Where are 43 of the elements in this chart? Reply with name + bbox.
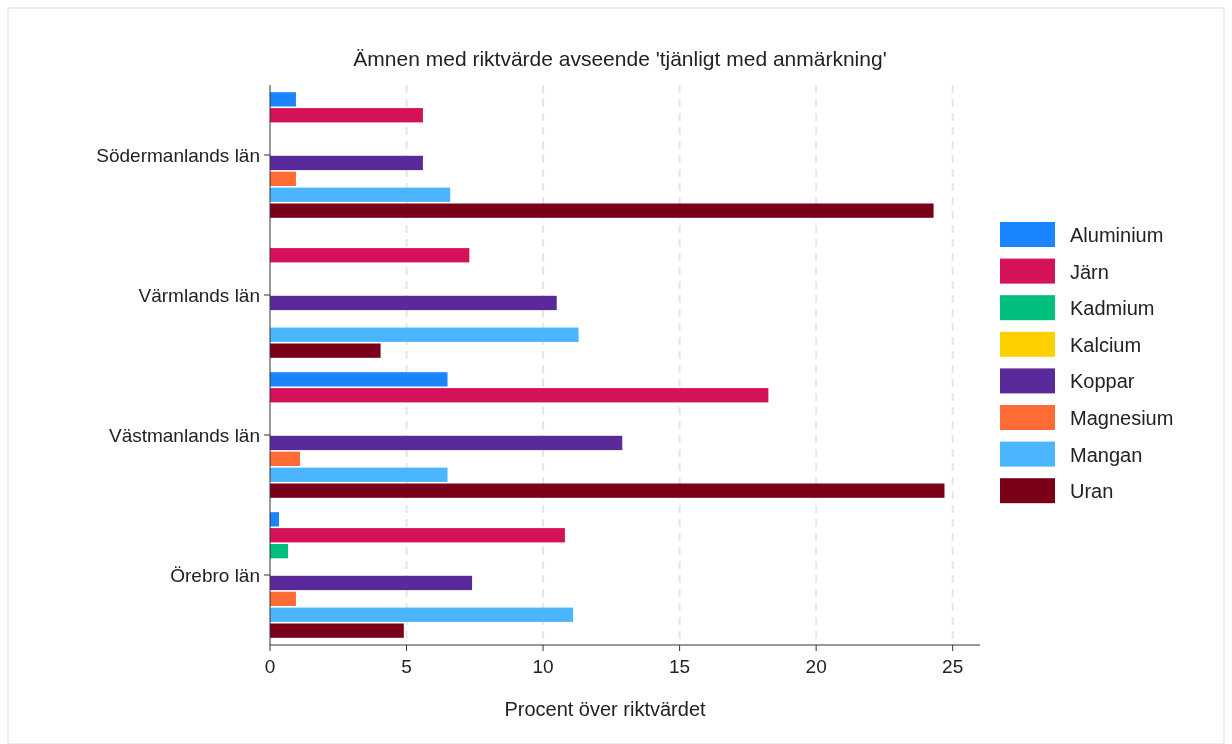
legend-label: Koppar xyxy=(1070,370,1135,393)
bar xyxy=(270,607,574,622)
bar xyxy=(270,435,623,451)
bar xyxy=(270,467,448,482)
chart-title: Ämnen med riktvärde avseende 'tjänligt med anmärkning' xyxy=(353,47,887,70)
y-tick-label: Västmanlands län xyxy=(108,425,260,446)
legend-label: Aluminium xyxy=(1070,224,1164,246)
x-tick-label: 10 xyxy=(532,656,554,677)
bar xyxy=(270,388,769,403)
legend-label: Järn xyxy=(1070,260,1109,283)
bar xyxy=(270,575,473,591)
bar xyxy=(270,528,565,543)
bar xyxy=(270,623,404,638)
bar xyxy=(270,295,557,311)
x-tick-label: 20 xyxy=(805,656,827,677)
bar xyxy=(270,327,579,342)
y-tick-label: Södermanlands län xyxy=(96,145,260,166)
x-tick-label: 5 xyxy=(401,656,412,677)
bar xyxy=(270,512,280,527)
bar xyxy=(270,248,470,263)
bar xyxy=(270,372,448,387)
legend-label: Uran xyxy=(1070,480,1114,503)
x-tick-label: 15 xyxy=(669,656,691,677)
legend-label: Mangan xyxy=(1070,443,1143,466)
bar xyxy=(270,343,381,358)
y-tick-label: Värmlands län xyxy=(138,285,260,306)
bar xyxy=(270,92,296,107)
bar xyxy=(270,483,945,498)
x-axis-title: Procent över riktvärdet xyxy=(504,698,707,720)
bar xyxy=(270,187,451,202)
x-tick-label: 25 xyxy=(942,656,964,677)
x-tick-label: 0 xyxy=(264,656,276,677)
legend-label: Kadmium xyxy=(1070,297,1155,320)
legend-label: Kalcium xyxy=(1070,333,1142,356)
y-tick-label: Örebro län xyxy=(170,565,260,586)
bar xyxy=(270,591,296,607)
bar xyxy=(270,155,423,171)
bar xyxy=(270,108,423,123)
bar xyxy=(270,203,934,218)
bar xyxy=(270,451,301,467)
bar xyxy=(270,543,289,559)
bar xyxy=(270,171,296,187)
legend-label: Magnesium xyxy=(1070,407,1174,429)
